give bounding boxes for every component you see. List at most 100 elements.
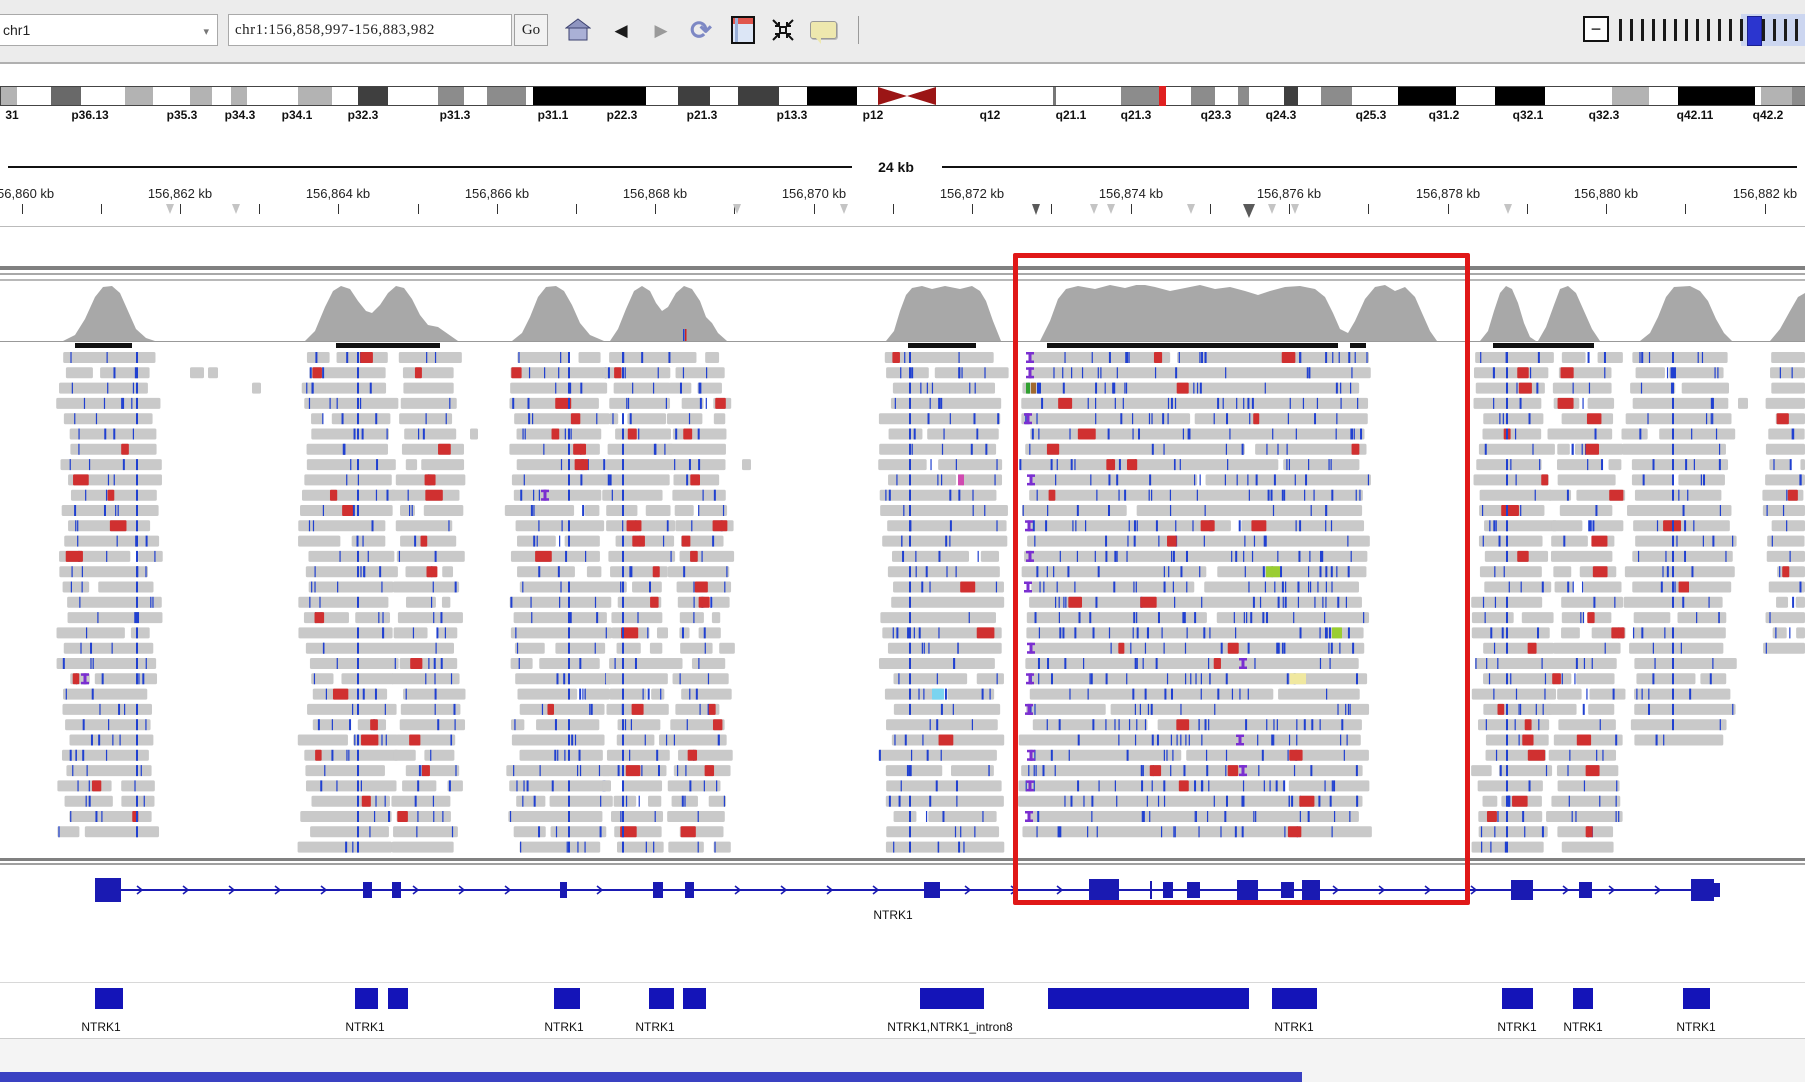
read[interactable] — [1765, 397, 1805, 409]
read[interactable] — [666, 459, 726, 471]
read[interactable] — [510, 550, 600, 562]
cytoband[interactable] — [1755, 87, 1761, 105]
read[interactable] — [1028, 367, 1371, 379]
read[interactable] — [1110, 703, 1370, 715]
read[interactable] — [1635, 367, 1665, 379]
annotation-feature[interactable] — [1272, 988, 1317, 1009]
insertion-marker[interactable] — [1026, 413, 1030, 425]
read[interactable] — [441, 596, 451, 608]
read[interactable] — [947, 688, 995, 700]
read[interactable] — [602, 367, 671, 379]
read[interactable] — [400, 535, 457, 547]
read[interactable] — [882, 535, 1008, 547]
read[interactable] — [893, 581, 1004, 593]
read[interactable] — [403, 382, 454, 394]
read[interactable] — [395, 520, 453, 532]
read[interactable] — [424, 749, 455, 761]
cytoband[interactable] — [388, 87, 438, 105]
coverage-peak[interactable] — [63, 286, 155, 341]
read[interactable] — [1479, 566, 1542, 578]
read[interactable] — [1029, 688, 1274, 700]
read[interactable] — [719, 642, 735, 654]
cytoband[interactable] — [438, 87, 464, 105]
read[interactable] — [586, 566, 602, 578]
read[interactable] — [1478, 443, 1555, 455]
read[interactable] — [510, 719, 525, 731]
read[interactable] — [138, 550, 163, 562]
read[interactable] — [1031, 581, 1195, 593]
insertion-marker[interactable] — [1028, 780, 1032, 792]
read[interactable] — [405, 765, 460, 777]
cytoband[interactable] — [936, 87, 1053, 105]
read[interactable] — [306, 443, 388, 455]
tooltip-popup-icon[interactable] — [808, 16, 838, 44]
read[interactable] — [1631, 474, 1673, 486]
cytoband[interactable] — [1612, 87, 1649, 105]
read[interactable] — [1549, 658, 1617, 669]
insertion-marker[interactable] — [1241, 765, 1245, 777]
zoom-slider-thumb[interactable] — [1747, 16, 1762, 46]
read[interactable] — [602, 780, 611, 792]
read[interactable] — [57, 826, 80, 838]
read[interactable] — [1484, 520, 1557, 532]
insertion-marker[interactable] — [1027, 811, 1031, 822]
gene-exon[interactable] — [1237, 880, 1258, 900]
read[interactable] — [508, 811, 603, 822]
read[interactable] — [1025, 443, 1245, 455]
cytoband[interactable] — [1495, 87, 1545, 105]
read[interactable] — [882, 627, 1002, 639]
read[interactable] — [1796, 627, 1805, 639]
gene-exon[interactable] — [1579, 882, 1592, 898]
forward-icon[interactable]: ▶ — [654, 20, 668, 40]
read[interactable] — [670, 658, 683, 669]
read[interactable] — [1561, 841, 1614, 853]
gene-exon[interactable] — [1712, 883, 1720, 897]
read[interactable] — [679, 627, 690, 639]
read[interactable] — [1777, 566, 1805, 578]
read[interactable] — [63, 352, 156, 363]
cytoband[interactable] — [1121, 87, 1161, 105]
read[interactable] — [1030, 749, 1182, 761]
read[interactable] — [880, 612, 996, 624]
read[interactable] — [1552, 382, 1612, 394]
coverage-peak[interactable] — [1538, 286, 1600, 341]
read[interactable] — [404, 428, 457, 440]
read[interactable] — [62, 581, 90, 593]
read[interactable] — [399, 719, 466, 731]
read[interactable] — [392, 581, 460, 593]
annotation-feature[interactable] — [355, 988, 378, 1009]
read[interactable] — [613, 795, 637, 807]
read[interactable] — [1288, 780, 1370, 792]
read[interactable] — [1621, 428, 1648, 440]
read[interactable] — [517, 566, 575, 578]
read[interactable] — [1561, 596, 1624, 608]
gene-exon[interactable] — [95, 878, 121, 902]
read[interactable] — [1021, 765, 1363, 777]
read[interactable] — [1521, 612, 1554, 624]
cytoband[interactable] — [358, 87, 388, 105]
insertion-marker[interactable] — [1238, 734, 1242, 746]
read[interactable] — [1770, 367, 1805, 379]
read[interactable] — [301, 382, 387, 394]
cytoband[interactable] — [1792, 87, 1805, 105]
read[interactable] — [1772, 627, 1787, 639]
read[interactable] — [61, 505, 159, 516]
read[interactable] — [509, 780, 611, 792]
gene-exon[interactable] — [392, 882, 401, 898]
read[interactable] — [1769, 459, 1791, 471]
zoom-slider[interactable] — [1619, 12, 1805, 48]
read[interactable] — [514, 413, 610, 425]
read[interactable] — [304, 474, 392, 486]
read[interactable] — [517, 535, 556, 547]
read[interactable] — [1475, 382, 1545, 394]
read[interactable] — [609, 658, 676, 669]
read[interactable] — [608, 550, 676, 562]
read[interactable] — [1776, 596, 1789, 608]
gene-exon[interactable] — [1511, 880, 1533, 900]
cytoband[interactable] — [190, 87, 212, 105]
read[interactable] — [1471, 612, 1514, 624]
read[interactable] — [555, 642, 606, 654]
read[interactable] — [1636, 673, 1696, 685]
read[interactable] — [961, 474, 1003, 486]
read[interactable] — [57, 780, 112, 792]
